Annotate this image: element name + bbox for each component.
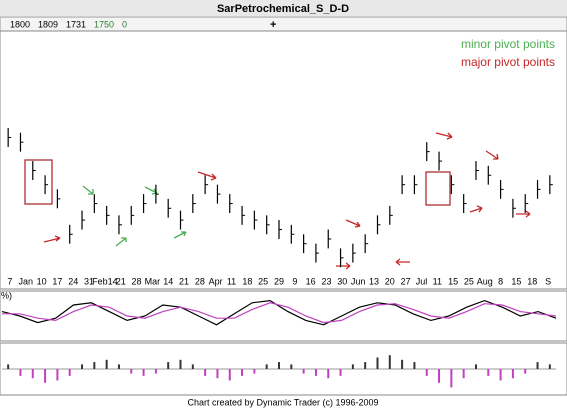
x-tick-label: Jun bbox=[351, 276, 366, 286]
arrow bbox=[516, 210, 531, 218]
x-tick-label: 24 bbox=[68, 276, 78, 286]
x-tick-label: Jan bbox=[18, 276, 33, 286]
x-tick-label: Apr bbox=[209, 276, 223, 286]
arrow bbox=[485, 150, 499, 160]
x-tick-label: 20 bbox=[385, 276, 395, 286]
x-tick-label: 7 bbox=[7, 276, 12, 286]
x-tick-label: 23 bbox=[321, 276, 331, 286]
x-tick-label: 13 bbox=[369, 276, 379, 286]
quote: 1731 bbox=[66, 19, 86, 29]
pivot-box bbox=[425, 171, 451, 206]
x-tick-label: 16 bbox=[306, 276, 316, 286]
x-tick-label: 10 bbox=[37, 276, 47, 286]
pivot-box bbox=[24, 159, 53, 205]
x-tick-label: 27 bbox=[401, 276, 411, 286]
x-tick-label: 15 bbox=[511, 276, 521, 286]
x-tick-label: Mar bbox=[145, 276, 161, 286]
annotation: minor pivot points bbox=[461, 37, 555, 51]
oscillator-line bbox=[2, 302, 557, 324]
x-tick-label: 14 bbox=[163, 276, 173, 286]
arrow bbox=[345, 219, 361, 228]
x-tick-label: 25 bbox=[464, 276, 474, 286]
x-tick-label: Aug bbox=[477, 276, 493, 286]
oscillator-line bbox=[1, 299, 557, 326]
x-tick-label: Jul bbox=[416, 276, 428, 286]
arrow bbox=[336, 262, 351, 270]
footer: Chart created by Dynamic Trader (c) 1996… bbox=[187, 397, 378, 407]
x-tick-label: 8 bbox=[498, 276, 503, 286]
quote: 1800 bbox=[10, 19, 30, 29]
x-tick-label: 31 bbox=[84, 276, 94, 286]
x-tick-label: S bbox=[545, 276, 551, 286]
quote: 0 bbox=[122, 19, 127, 29]
x-tick-label: 11 bbox=[433, 276, 442, 286]
x-tick-label: 25 bbox=[258, 276, 268, 286]
price-panel bbox=[0, 30, 567, 290]
quote: 1750 bbox=[94, 19, 114, 29]
arrow bbox=[469, 205, 483, 213]
title: SarPetrochemical_S_D-D bbox=[217, 3, 349, 15]
arrow bbox=[43, 235, 61, 243]
x-tick-label: 18 bbox=[527, 276, 537, 286]
x-tick-label: 21 bbox=[179, 276, 189, 286]
quote: 1809 bbox=[38, 19, 58, 29]
x-tick-label: 9 bbox=[292, 276, 297, 286]
x-tick-label: Feb14 bbox=[92, 276, 118, 286]
x-tick-label: 15 bbox=[448, 276, 458, 286]
annotation: major pivot points bbox=[461, 55, 555, 69]
panel-label: %) bbox=[1, 290, 12, 300]
x-tick-label: 11 bbox=[227, 276, 236, 286]
title-bar bbox=[0, 0, 567, 16]
x-tick-label: 28 bbox=[132, 276, 142, 286]
add-button[interactable]: + bbox=[270, 19, 276, 31]
arrow bbox=[144, 186, 158, 195]
x-tick-label: 17 bbox=[52, 276, 62, 286]
x-tick-label: 29 bbox=[274, 276, 284, 286]
x-tick-label: 28 bbox=[195, 276, 205, 286]
arrow bbox=[173, 231, 187, 239]
histogram-panel bbox=[0, 342, 567, 396]
oscillator-panel bbox=[0, 290, 567, 342]
pivot-markers bbox=[24, 132, 531, 270]
arrow bbox=[435, 132, 453, 140]
arrow bbox=[197, 171, 217, 181]
x-tick-label: 21 bbox=[116, 276, 126, 286]
x-tick-label: 30 bbox=[337, 276, 347, 286]
arrow bbox=[395, 258, 410, 266]
arrow bbox=[115, 237, 127, 247]
arrow bbox=[82, 185, 94, 195]
x-tick-label: 18 bbox=[242, 276, 252, 286]
